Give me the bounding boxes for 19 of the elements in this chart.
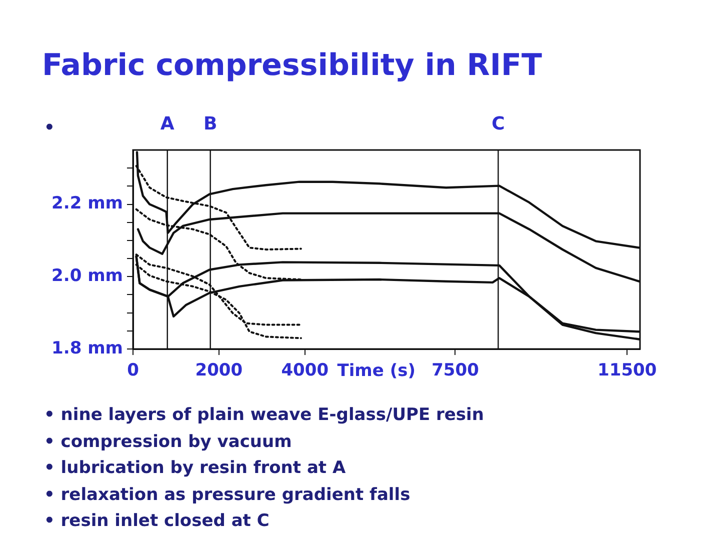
x-axis-title: Time (s) xyxy=(337,360,416,381)
ref-line-label: B xyxy=(203,114,218,135)
text: • nine layers of plain weave E-glass/UPE resin xyxy=(44,404,484,427)
ref-line-label: C xyxy=(492,114,505,135)
text: • compression by vacuum xyxy=(44,430,293,454)
y-tick-label: 2.0 mm xyxy=(52,266,123,286)
x-tick-label: 4000 xyxy=(281,360,329,381)
x-tick-label: 2000 xyxy=(195,360,243,381)
x-tick-label: 11500 xyxy=(598,360,657,381)
text: • lubrication by resin front at A xyxy=(44,457,347,480)
ref-line-label: A xyxy=(160,114,174,135)
x-tick-label: 0 xyxy=(127,360,140,381)
x-tick-label: 7500 xyxy=(432,360,480,381)
text: • xyxy=(44,118,55,138)
text: • relaxation as pressure gradient falls xyxy=(44,484,412,506)
text: • resin inlet closed at C xyxy=(44,510,270,533)
y-tick-label: 1.8 mm xyxy=(52,338,123,358)
y-tick-label: 2.2 mm xyxy=(52,194,123,214)
chart-title: Fabric compressibility in RIFT xyxy=(42,48,542,83)
